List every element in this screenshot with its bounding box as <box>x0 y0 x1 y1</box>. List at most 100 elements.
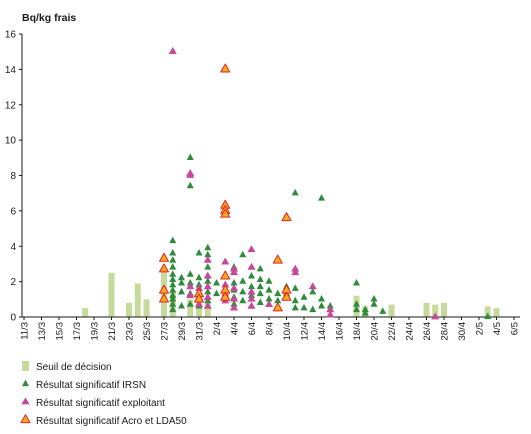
irsn-point <box>309 287 317 295</box>
exploitant-point <box>308 282 317 290</box>
exploitant-point <box>291 264 300 272</box>
acro-lda50-points <box>159 63 292 312</box>
decision-threshold-bar <box>126 302 132 317</box>
exploitant-point <box>168 47 177 55</box>
exploitant-point <box>230 264 238 272</box>
irsn-point <box>274 296 282 304</box>
irsn-point <box>370 300 378 307</box>
x-tick-label: 4/5 <box>492 322 503 335</box>
y-tick-label: 12 <box>5 100 17 111</box>
irsn-point <box>169 248 177 256</box>
x-tick-label: 27/3 <box>159 322 170 341</box>
irsn-point <box>274 289 282 297</box>
legend-swatch-exploitant-triangle <box>21 397 30 405</box>
irsn-point <box>318 294 325 302</box>
acro-lda50-point <box>159 263 169 273</box>
x-tick-label: 31/3 <box>194 322 205 341</box>
irsn-point <box>291 188 299 196</box>
irsn-point <box>256 289 264 297</box>
irsn-point <box>291 284 299 291</box>
x-tick-label: 10/4 <box>282 322 293 341</box>
irsn-point <box>361 309 369 316</box>
decision-threshold-bar <box>204 301 211 317</box>
irsn-point <box>239 250 247 258</box>
exploitant-point <box>247 294 256 302</box>
irsn-point <box>370 294 378 302</box>
irsn-point <box>169 236 177 244</box>
irsn-point <box>186 300 194 307</box>
x-tick-label: 13/3 <box>37 322 48 341</box>
x-tick-label: 26/4 <box>422 322 433 341</box>
acro-lda50-point <box>220 63 231 73</box>
y-tick-label: 8 <box>10 171 16 182</box>
exploitant-point <box>195 299 203 307</box>
acro-lda50-point <box>220 270 231 280</box>
exploitant-point <box>221 257 230 265</box>
x-tick-label: 12/4 <box>299 322 310 341</box>
irsn-point <box>248 271 255 279</box>
x-tick-label: 30/4 <box>457 322 468 341</box>
decision-threshold-bars <box>82 271 500 317</box>
exploitant-point <box>203 271 212 279</box>
irsn-point <box>178 279 185 286</box>
irsn-point <box>169 300 177 307</box>
exploitant-point <box>230 303 238 311</box>
x-tick-label: 2/5 <box>474 322 485 335</box>
exploitant-point <box>203 301 212 309</box>
exploitant-point <box>230 294 238 302</box>
x-tick-label: 8/4 <box>264 322 275 335</box>
x-tick-label: 16/4 <box>334 322 345 341</box>
irsn-point <box>178 273 185 281</box>
acro-lda50-point <box>281 212 292 222</box>
x-tick-label: 6/5 <box>509 322 520 335</box>
irsn-point <box>169 280 177 288</box>
exploitant-point <box>247 245 256 253</box>
y-tick-label: 0 <box>10 313 16 324</box>
irsn-point <box>204 243 212 251</box>
decision-threshold-bar <box>82 308 89 317</box>
acro-lda50-point <box>220 291 231 301</box>
legend-label-acro-lda50: Résultat significatif Acro et LDA50 <box>36 416 187 427</box>
irsn-point <box>300 303 308 311</box>
decision-threshold-bar <box>423 302 430 317</box>
irsn-point <box>169 291 177 298</box>
y-tick-label: 14 <box>5 65 17 76</box>
axes <box>21 34 520 318</box>
x-tick-label: 11/3 <box>19 322 30 340</box>
x-tick-label: 23/3 <box>124 322 135 341</box>
irsn-point <box>256 298 264 306</box>
irsn-point <box>353 305 360 313</box>
irsn-point <box>248 282 255 290</box>
decision-threshold-bar <box>484 306 491 317</box>
irsn-point <box>239 277 247 284</box>
x-tick-label: 28/4 <box>439 322 450 341</box>
legend-item-irsn: Résultat significatif IRSN <box>22 379 146 391</box>
y-tick-label: 16 <box>5 30 17 41</box>
irsn-point <box>265 294 273 302</box>
x-tick-label: 6/4 <box>247 322 258 335</box>
irsn-point <box>484 312 492 320</box>
irsn-point <box>239 287 247 295</box>
legend-item-seuil-de-decision: Seuil de décision <box>22 361 112 373</box>
data-points <box>159 47 492 320</box>
irsn-point <box>361 305 369 313</box>
x-tick-label: 15/3 <box>54 322 65 341</box>
irsn-point <box>178 302 185 309</box>
irsn-point <box>195 248 203 256</box>
decision-threshold-bar <box>432 304 439 317</box>
irsn-point <box>318 302 325 309</box>
irsn-point <box>300 293 308 300</box>
irsn-point <box>169 294 177 302</box>
x-tick-label: 18/4 <box>352 322 363 341</box>
irsn-point <box>213 279 220 286</box>
exploitant-point <box>186 282 195 290</box>
irsn-point <box>204 296 212 304</box>
irsn-point <box>169 270 177 277</box>
irsn-point <box>265 286 273 293</box>
x-tick-label: 24/4 <box>404 322 415 341</box>
irsn-point <box>169 275 177 283</box>
legend-swatch-bar <box>22 361 29 371</box>
acro-lda50-point <box>272 302 283 312</box>
irsn-point <box>353 279 360 286</box>
x-tick-label: 17/3 <box>72 322 83 341</box>
